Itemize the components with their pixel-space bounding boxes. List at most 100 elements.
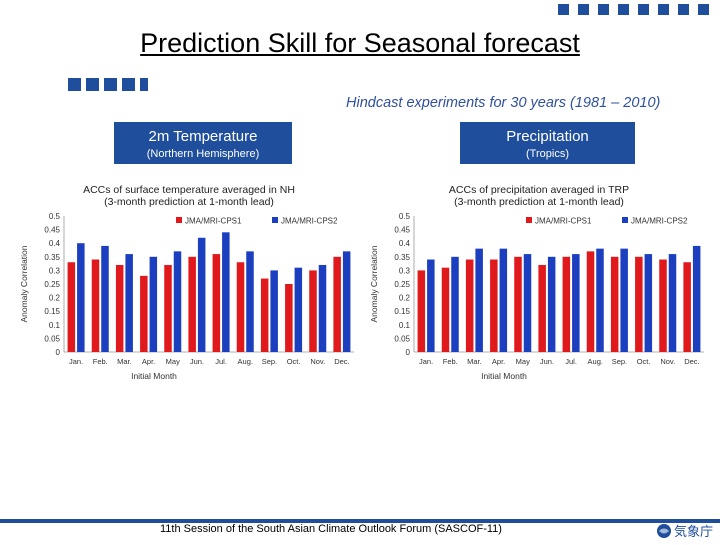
bar-cps1 [586,251,595,352]
bar-cps1 [164,264,172,352]
x-tick-label: Jun. [540,357,554,366]
temperature-label-box: 2m Temperature (Northern Hemisphere) [114,122,292,164]
y-tick-label: 0.2 [399,294,411,303]
y-axis-label: Anomaly Correlation [19,245,29,322]
deco-square [122,78,135,91]
deco-square [638,4,649,15]
jma-logo: 気象庁 [656,522,716,545]
bar-cps2 [596,248,604,352]
bar-cps2 [125,254,133,352]
slide-subtitle: Hindcast experiments for 30 years (1981 … [346,95,661,111]
legend-label: JMA/MRI-CPS1 [185,217,242,226]
bar-cps2 [523,254,532,352]
y-tick-label: 0.05 [394,334,410,343]
precipitation-label: Precipitation [506,128,589,145]
bar-cps1 [562,256,571,352]
legend-label: JMA/MRI-CPS2 [281,217,338,226]
y-tick-label: 0 [56,348,61,357]
deco-square [598,4,609,15]
bar-cps2 [475,248,483,352]
bar-cps2 [173,251,182,352]
bar-cps2 [270,270,278,352]
legend-swatch [272,217,278,223]
y-tick-label: 0.05 [44,334,60,343]
bar-cps1 [441,267,450,352]
x-tick-label: Apr. [142,357,155,366]
y-tick-label: 0.35 [44,253,60,262]
chart-title: ACCs of precipitation averaged in TRP [449,184,629,196]
slide-title: Prediction Skill for Seasonal forecast [140,28,580,58]
x-tick-label: Jan. [69,357,83,366]
bar-cps2 [620,248,628,352]
deco-square [618,4,629,15]
x-tick-label: Jan. [419,357,433,366]
bar-cps1 [635,256,643,352]
bar-cps2 [294,267,303,352]
legend-swatch [176,217,182,223]
bar-cps2 [547,256,556,352]
bar-cps1 [417,270,426,352]
y-tick-label: 0.15 [44,307,60,316]
bar-cps1 [260,278,269,352]
bar-cps1 [212,254,221,352]
x-tick-label: Feb. [443,357,458,366]
bar-cps2 [77,243,85,352]
x-tick-label: Nov. [310,357,325,366]
temperature-label: 2m Temperature [148,128,258,145]
deco-square [658,4,669,15]
bar-cps2 [451,256,459,352]
temperature-acc-chart: ACCs of surface temperature averaged in … [19,184,354,381]
bar-cps1 [490,259,498,352]
y-tick-label: 0.35 [394,253,410,262]
bar-cps1 [610,256,619,352]
x-tick-label: Oct. [287,357,301,366]
x-axis-label: Initial Month [481,371,527,381]
bar-cps2 [644,254,653,352]
y-tick-label: 0.1 [49,321,61,330]
x-tick-label: Dec. [334,357,349,366]
y-tick-label: 0.5 [49,212,61,221]
deco-square [68,78,81,91]
bar-cps1 [538,264,546,352]
y-tick-label: 0.25 [394,280,410,289]
y-tick-label: 0.2 [49,294,61,303]
bar-cps2 [427,259,435,352]
y-tick-label: 0.15 [394,307,410,316]
bar-cps1 [514,256,522,352]
deco-square [578,4,589,15]
y-tick-label: 0.3 [49,266,61,275]
bar-cps1 [91,259,100,352]
y-tick-label: 0.25 [44,280,60,289]
bar-cps1 [333,256,341,352]
bar-cps2 [222,232,230,352]
x-tick-label: Oct. [637,357,651,366]
deco-square [558,4,569,15]
bar-cps2 [101,245,109,352]
bar-cps2 [668,254,677,352]
x-tick-label: Aug. [238,357,253,366]
bar-cps1 [140,275,148,352]
bar-cps1 [115,264,124,352]
bar-cps2 [499,248,508,352]
legend-swatch [526,217,532,223]
bar-cps2 [318,264,327,352]
bar-cps1 [683,262,691,352]
precipitation-region: (Tropics) [526,148,569,160]
legend-label: JMA/MRI-CPS1 [535,217,592,226]
y-tick-label: 0.45 [44,226,60,235]
deco-square [678,4,689,15]
bar-cps1 [188,256,196,352]
chart-subtitle: (3-month prediction at 1-month lead) [454,196,624,208]
bar-cps2 [692,245,701,352]
deco-square [86,78,99,91]
bar-cps1 [67,262,76,352]
legend-label: JMA/MRI-CPS2 [631,217,688,226]
x-tick-label: Sep. [262,357,277,366]
bar-cps2 [246,251,254,352]
jma-logo-text: 気象庁 [674,524,713,539]
x-tick-label: Jun. [190,357,204,366]
deco-square [140,78,148,91]
deco-square [698,4,709,15]
precipitation-label-box: Precipitation (Tropics) [460,122,635,164]
footer-text: 11th Session of the South Asian Climate … [160,523,502,535]
